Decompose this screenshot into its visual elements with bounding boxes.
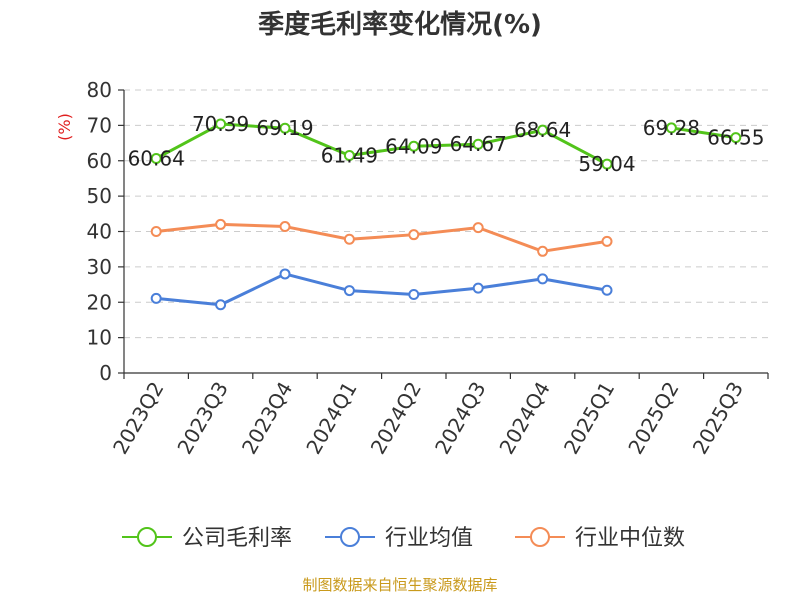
- x-tick-label: 2023Q3: [172, 378, 232, 459]
- data-label: 61.49: [321, 143, 378, 167]
- data-label: 69.19: [256, 116, 313, 140]
- data-point: [537, 124, 549, 136]
- legend-label: 公司毛利率: [182, 526, 292, 551]
- data-point: [343, 233, 355, 245]
- data-point: [279, 122, 291, 134]
- data-point: [537, 245, 549, 257]
- data-point: [601, 158, 613, 170]
- legend-item: 行业均值: [325, 526, 473, 551]
- data-point: [472, 282, 484, 294]
- x-tick-label: 2024Q2: [366, 378, 426, 459]
- data-point: [150, 226, 162, 237]
- data-label: 64.67: [450, 132, 507, 156]
- legend-label: 行业均值: [385, 526, 473, 551]
- data-point: [665, 122, 677, 134]
- y-tick-label: 80: [87, 78, 112, 102]
- legend-item: 公司毛利率: [122, 526, 292, 551]
- y-tick-label: 60: [87, 149, 112, 173]
- data-labels: 60.64 70.39 69.19 61.49 64.09 64.67 68.64 59.04…: [128, 112, 765, 176]
- chart-title: 季度毛利率变化情况(%): [258, 9, 542, 40]
- series-line: [156, 272, 608, 307]
- x-tick-label: 2025Q2: [623, 378, 683, 459]
- data-point: [215, 118, 227, 130]
- data-point: [343, 285, 355, 297]
- data-point: [472, 222, 484, 234]
- data-label: 64.09: [385, 134, 442, 158]
- y-tick-label: 0: [99, 361, 112, 385]
- x-tick-label: 2024Q4: [494, 378, 554, 459]
- data-label: 59.04: [578, 152, 635, 176]
- x-tick-label: 2024Q1: [301, 378, 361, 459]
- x-tick-label: 2024Q3: [430, 378, 490, 459]
- y-tick-label: 70: [87, 113, 112, 137]
- data-point: [279, 221, 291, 233]
- data-label: 60.64: [128, 146, 185, 170]
- x-tick-label: 2025Q1: [559, 378, 619, 459]
- y-tick-label: 20: [87, 290, 112, 314]
- y-axis-unit-label: (%): [55, 113, 74, 141]
- data-label: 66.55: [707, 126, 764, 150]
- data-label: 70.39: [192, 112, 249, 136]
- series-line: [155, 122, 608, 166]
- data-label: 69.28: [643, 116, 700, 140]
- x-tick-label: 2025Q3: [688, 378, 748, 459]
- y-tick-label: 40: [87, 220, 112, 244]
- x-tick-label: 2023Q4: [237, 378, 297, 459]
- data-point: [150, 292, 162, 304]
- data-point: [408, 229, 420, 241]
- legend-swatch-marker: [137, 527, 157, 547]
- legend: 公司毛利率 行业均值 行业中位数: [122, 526, 685, 551]
- data-point: [472, 138, 484, 150]
- legend-swatch-marker: [340, 527, 360, 547]
- data-point: [215, 218, 227, 230]
- data-point: [730, 132, 742, 144]
- data-point: [408, 288, 420, 300]
- x-tick-label: 2023Q2: [108, 378, 168, 459]
- y-tick-label: 30: [87, 255, 112, 279]
- source-note: 制图数据来自恒生聚源数据库: [302, 576, 497, 594]
- legend-swatch-marker: [530, 527, 550, 547]
- y-tick-label: 10: [87, 326, 112, 350]
- series-lines: [150, 118, 742, 311]
- legend-item: 行业中位数: [515, 526, 685, 551]
- data-point: [601, 235, 613, 247]
- data-point: [408, 140, 420, 152]
- series-line: [156, 222, 608, 253]
- data-point: [537, 273, 549, 285]
- data-point: [215, 299, 227, 311]
- data-point: [279, 268, 291, 280]
- legend-label: 行业中位数: [575, 526, 685, 551]
- data-point: [601, 284, 613, 296]
- data-point: [150, 152, 162, 164]
- data-point: [343, 149, 355, 161]
- data-label: 68.64: [514, 118, 571, 142]
- series-line: [671, 126, 737, 140]
- y-tick-label: 50: [87, 184, 112, 208]
